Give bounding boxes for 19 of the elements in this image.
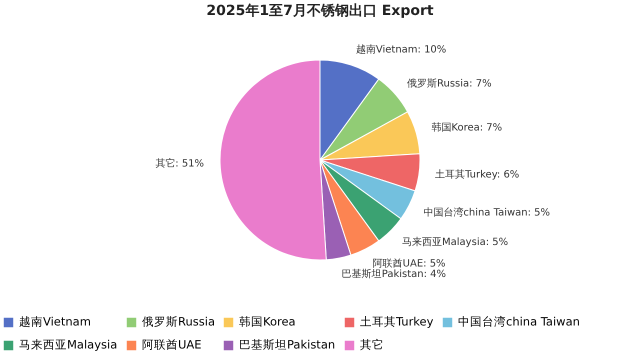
data-label: 马来西亚Malaysia: 5% (402, 236, 508, 248)
data-label: 越南Vietnam: 10% (356, 44, 446, 56)
data-label: 土耳其Turkey: 6% (435, 168, 520, 181)
legend-label: 越南Vietnam (19, 314, 91, 329)
chart-title: 2025年1至7月不锈钢出口 Export (206, 3, 434, 19)
data-label: 巴基斯坦Pakistan: 4% (342, 268, 446, 280)
legend-label: 其它 (360, 338, 384, 352)
legend-label: 俄罗斯Russia (142, 314, 215, 329)
legend-label: 中国台湾china Taiwan (458, 314, 580, 329)
data-label: 其它: 51% (155, 158, 204, 170)
data-label: 韩国Korea: 7% (431, 122, 502, 134)
data-label: 阿联酋UAE: 5% (372, 257, 446, 270)
legend-label: 土耳其Turkey (360, 314, 434, 329)
legend-label: 巴基斯坦Pakistan (239, 338, 336, 352)
data-label: 俄罗斯Russia: 7% (407, 77, 492, 90)
legend-label: 阿联酋UAE (142, 338, 202, 352)
legend-label: 韩国Korea (239, 314, 296, 329)
legend-label: 马来西亚Malaysia (19, 338, 118, 352)
data-label: 中国台湾china Taiwan: 5% (423, 206, 550, 219)
